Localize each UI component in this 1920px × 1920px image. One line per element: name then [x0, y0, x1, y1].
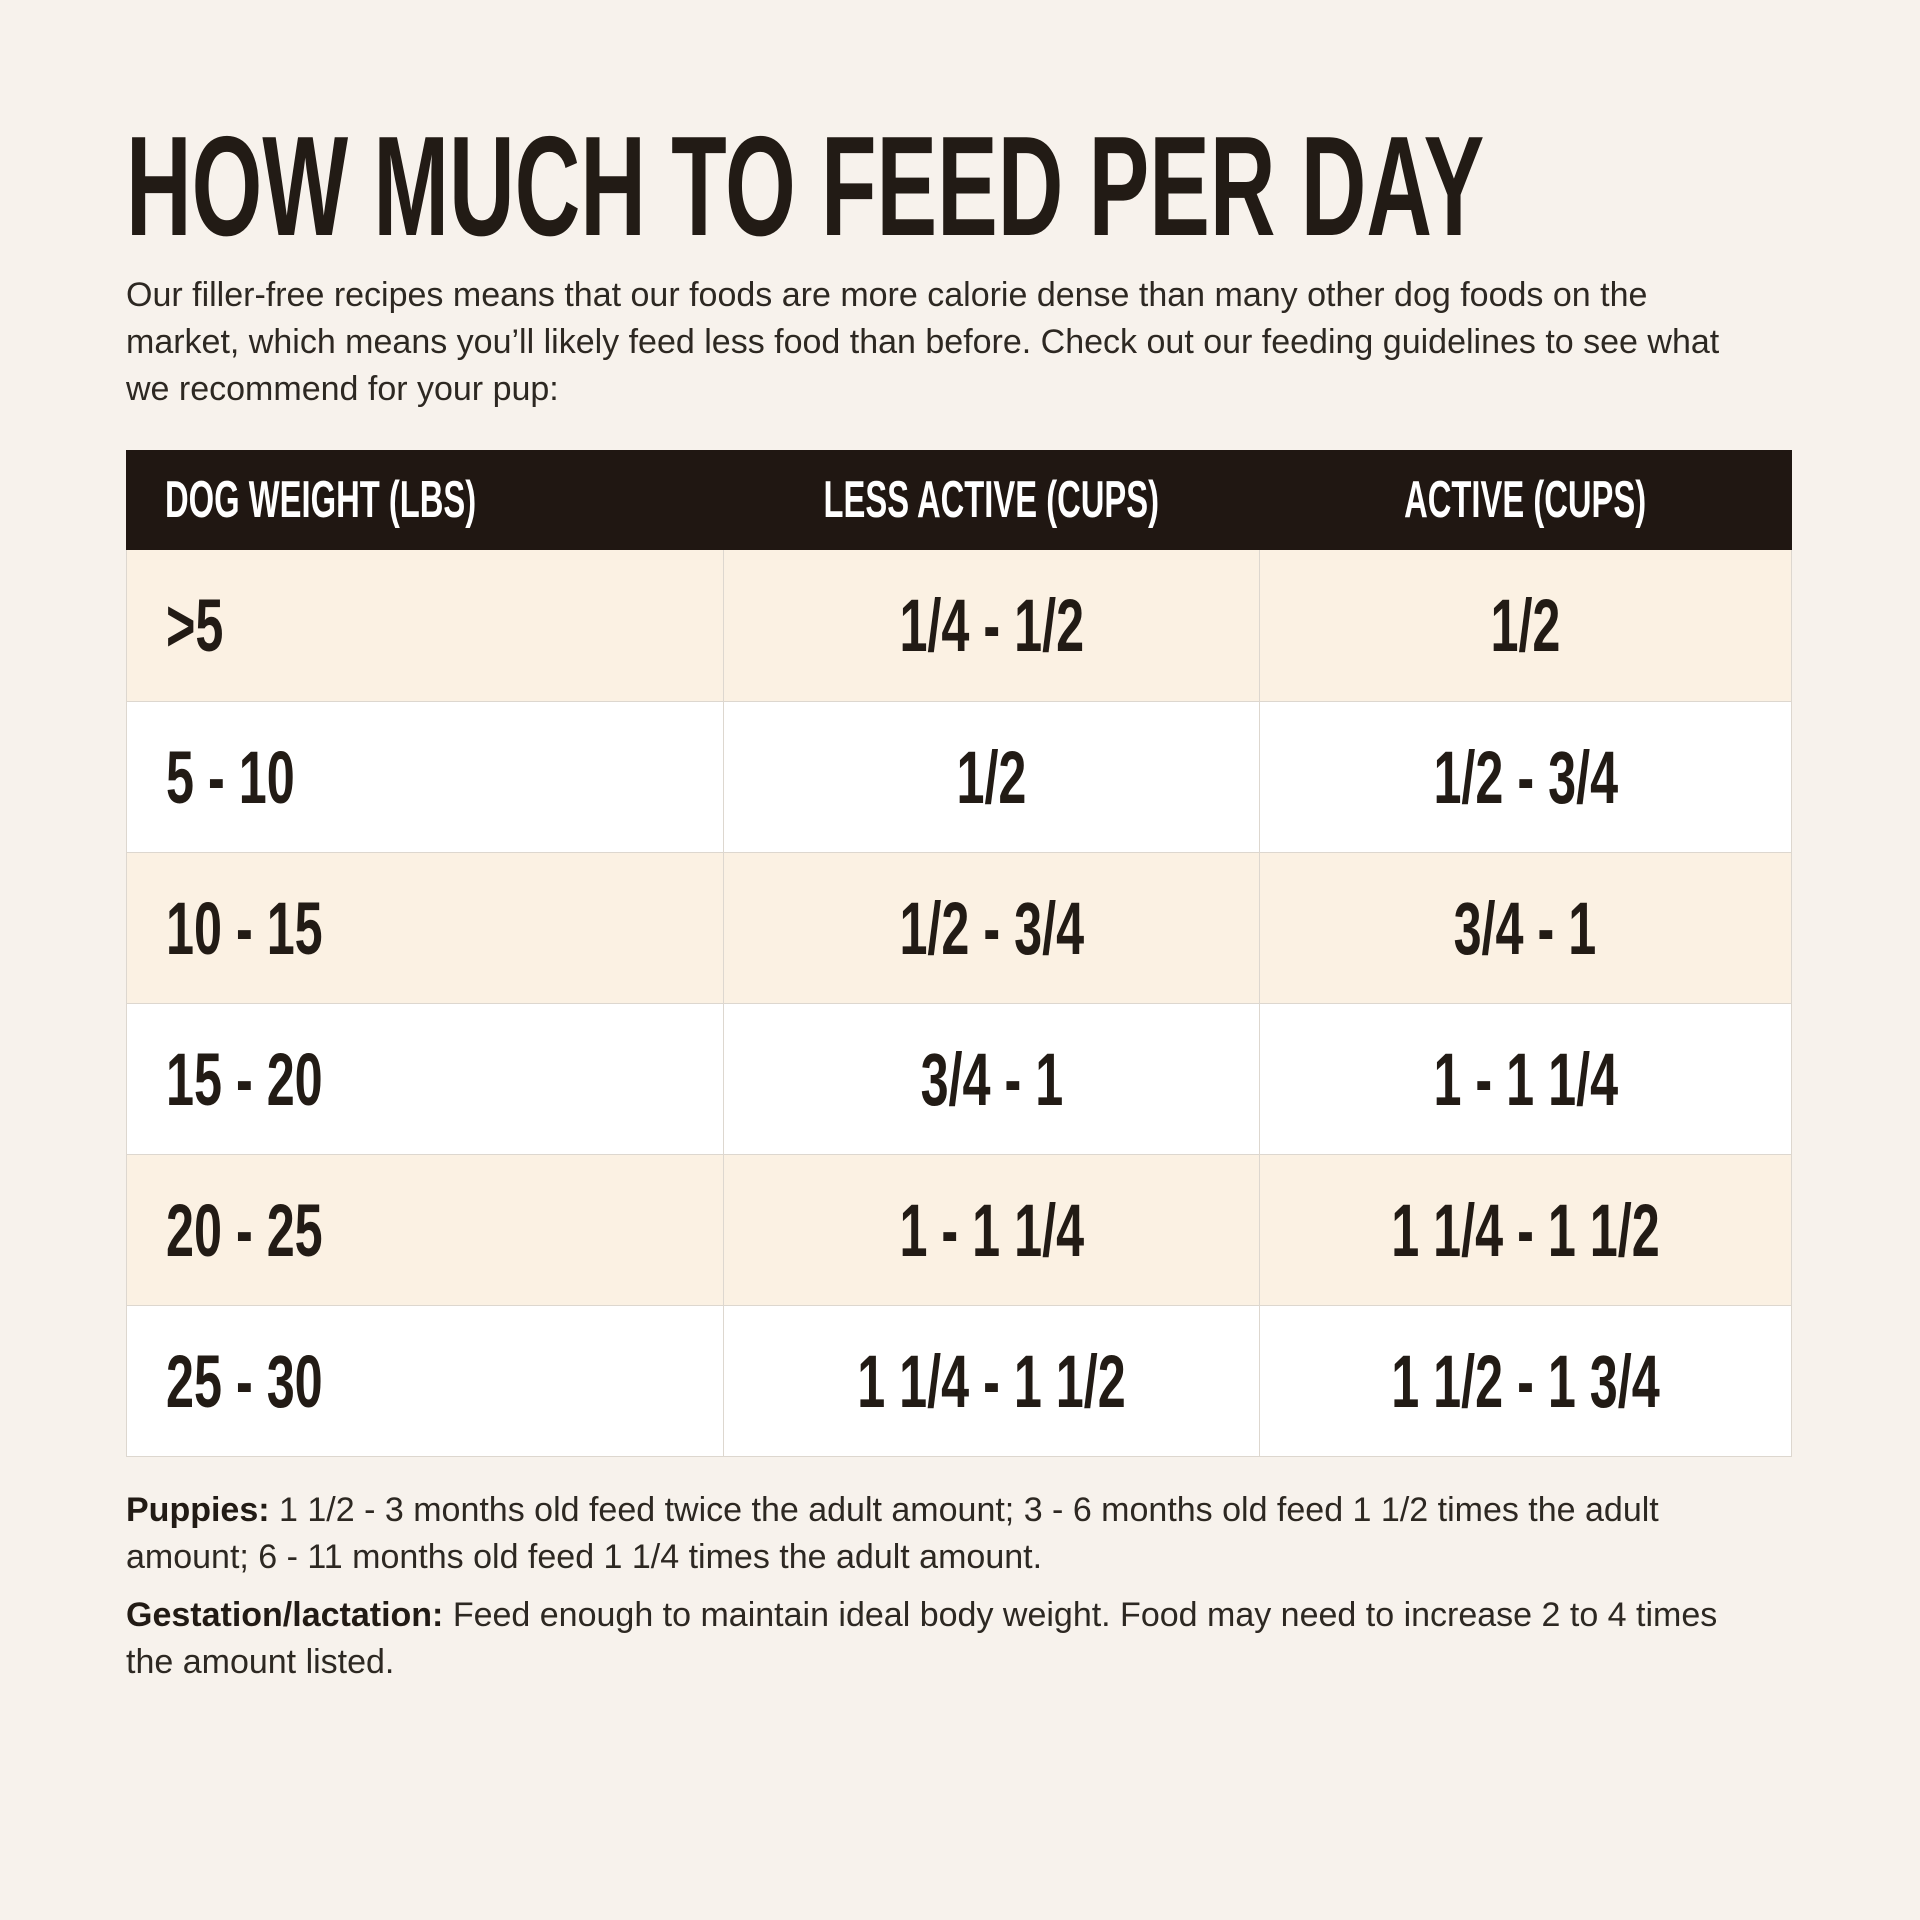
column-header-active: ACTIVE (CUPS)	[1259, 450, 1792, 550]
table-row: 15 - 20 3/4 - 1 1 - 1 1/4	[127, 1003, 1791, 1154]
cell-value: 3/4 - 1	[1453, 886, 1597, 970]
table-row: 5 - 10 1/2 1/2 - 3/4	[127, 701, 1791, 852]
column-header-dog-weight: DOG WEIGHT (LBS)	[126, 450, 723, 550]
cell-less-active: 1/4 - 1/2	[723, 550, 1258, 701]
cell-value: 3/4 - 1	[920, 1037, 1063, 1121]
cell-value: 1 - 1 1/4	[899, 1188, 1084, 1272]
table-row: 25 - 30 1 1/4 - 1 1/2 1 1/2 - 1 3/4	[127, 1305, 1791, 1456]
page-title-text: HOW MUCH TO FEED PER DAY	[126, 107, 1485, 266]
cell-value: 15 - 20	[166, 1037, 323, 1121]
gestation-note: Gestation/lactation: Feed enough to main…	[126, 1592, 1766, 1686]
cell-less-active: 3/4 - 1	[723, 1004, 1258, 1154]
cell-active: 1 - 1 1/4	[1258, 1004, 1791, 1154]
intro-paragraph: Our filler-free recipes means that our f…	[126, 276, 1720, 408]
cell-dog-weight: 5 - 10	[127, 702, 723, 852]
page-title: HOW MUCH TO FEED PER DAY	[126, 116, 1794, 258]
table-header-row: DOG WEIGHT (LBS) LESS ACTIVE (CUPS) ACTI…	[126, 450, 1792, 550]
table-body: >5 1/4 - 1/2 1/2 5 - 10 1/2 1/2 - 3/4 10…	[126, 550, 1792, 1457]
column-header-less-active-label: LESS ACTIVE (CUPS)	[823, 471, 1159, 529]
gestation-note-label: Gestation/lactation:	[126, 1596, 444, 1634]
cell-less-active: 1/2 - 3/4	[723, 853, 1258, 1003]
cell-value: 5 - 10	[166, 735, 295, 819]
cell-value: 1/2	[1490, 584, 1561, 667]
cell-value: >5	[166, 584, 224, 667]
cell-value: 1/2 - 3/4	[1433, 735, 1618, 819]
cell-active: 1/2 - 3/4	[1258, 702, 1791, 852]
column-header-active-label: ACTIVE (CUPS)	[1404, 471, 1647, 529]
gestation-note-text: Feed enough to maintain ideal body weigh…	[126, 1596, 1718, 1681]
cell-value: 1/4 - 1/2	[899, 584, 1084, 667]
cell-active: 1 1/4 - 1 1/2	[1258, 1155, 1791, 1305]
cell-active: 1 1/2 - 1 3/4	[1258, 1306, 1791, 1456]
cell-value: 1/2 - 3/4	[899, 886, 1084, 970]
puppies-note-label: Puppies:	[126, 1491, 270, 1529]
feeding-table: DOG WEIGHT (LBS) LESS ACTIVE (CUPS) ACTI…	[126, 450, 1792, 1457]
table-row: 20 - 25 1 - 1 1/4 1 1/4 - 1 1/2	[127, 1154, 1791, 1305]
cell-active: 3/4 - 1	[1258, 853, 1791, 1003]
cell-value: 1/2	[956, 735, 1027, 819]
puppies-note-text: 1 1/2 - 3 months old feed twice the adul…	[126, 1491, 1659, 1576]
cell-value: 10 - 15	[166, 886, 323, 970]
cell-dog-weight: >5	[127, 550, 723, 701]
cell-value: 1 1/2 - 1 3/4	[1391, 1339, 1660, 1423]
feeding-guide-page: HOW MUCH TO FEED PER DAY Our filler-free…	[126, 116, 1794, 1686]
cell-dog-weight: 10 - 15	[127, 853, 723, 1003]
puppies-note: Puppies: 1 1/2 - 3 months old feed twice…	[126, 1487, 1766, 1581]
table-row: >5 1/4 - 1/2 1/2	[127, 550, 1791, 701]
cell-value: 25 - 30	[166, 1339, 323, 1423]
cell-dog-weight: 25 - 30	[127, 1306, 723, 1456]
column-header-dog-weight-label: DOG WEIGHT (LBS)	[165, 471, 477, 529]
cell-value: 20 - 25	[166, 1188, 323, 1272]
cell-value: 1 1/4 - 1 1/2	[1391, 1188, 1660, 1272]
cell-active: 1/2	[1258, 550, 1791, 701]
cell-value: 1 1/4 - 1 1/2	[857, 1339, 1126, 1423]
cell-less-active: 1 1/4 - 1 1/2	[723, 1306, 1258, 1456]
cell-value: 1 - 1 1/4	[1433, 1037, 1618, 1121]
cell-dog-weight: 20 - 25	[127, 1155, 723, 1305]
cell-less-active: 1/2	[723, 702, 1258, 852]
cell-less-active: 1 - 1 1/4	[723, 1155, 1258, 1305]
cell-dog-weight: 15 - 20	[127, 1004, 723, 1154]
table-row: 10 - 15 1/2 - 3/4 3/4 - 1	[127, 852, 1791, 1003]
column-header-less-active: LESS ACTIVE (CUPS)	[723, 450, 1259, 550]
